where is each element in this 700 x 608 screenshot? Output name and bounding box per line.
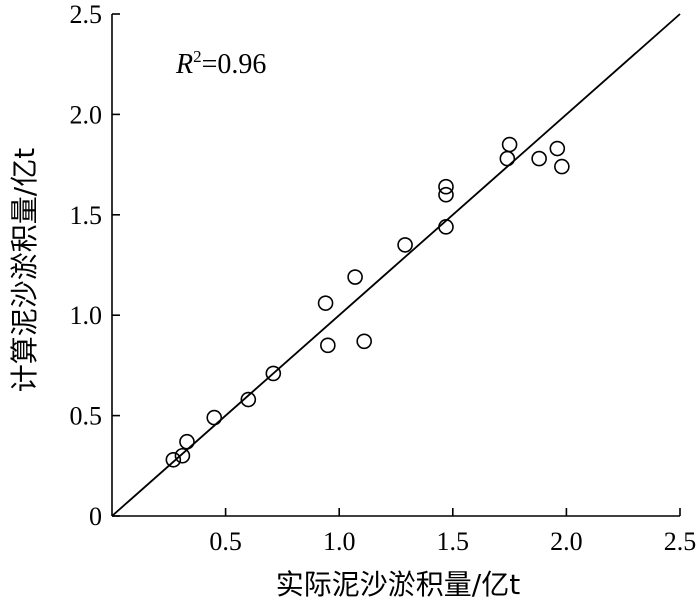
r-value: =0.96 <box>202 49 267 80</box>
x-tick-label: 0.5 <box>209 527 242 556</box>
data-point <box>265 365 282 382</box>
y-tick-label: 0.5 <box>70 402 103 431</box>
data-point <box>501 136 518 153</box>
y-tick-label: 0 <box>89 502 102 531</box>
y-tick-label: 1.0 <box>70 301 103 330</box>
data-point <box>206 409 223 426</box>
points-layer <box>165 136 570 468</box>
data-point <box>499 150 516 167</box>
y-axis-title: 计算泥沙淤积量/亿t <box>8 148 41 392</box>
r-squared-annotation: R2=0.96 <box>175 47 266 80</box>
data-point <box>347 269 363 285</box>
y-tick-label: 1.5 <box>70 201 103 230</box>
data-point <box>165 451 182 468</box>
data-point <box>179 433 195 450</box>
data-point <box>531 150 547 167</box>
data-point <box>356 333 372 350</box>
x-tick-label: 2.0 <box>550 527 583 556</box>
data-point <box>438 219 454 235</box>
data-point <box>240 391 257 408</box>
tick-labels-layer: 0.5 1.0 1.5 2.0 2.5 0 0.5 1.0 1.5 2.0 2.5 <box>70 0 697 556</box>
r-superscript: 2 <box>193 47 202 66</box>
r-symbol: R <box>175 49 193 80</box>
x-tick-label: 1.5 <box>437 527 470 556</box>
data-point <box>549 140 566 157</box>
data-point <box>174 447 191 464</box>
data-point <box>317 295 334 311</box>
y-tick-label: 2.0 <box>70 100 103 129</box>
reference-line-layer <box>111 13 681 517</box>
x-tick-label: 1.0 <box>323 527 356 556</box>
data-point <box>438 186 454 203</box>
data-point <box>397 237 413 253</box>
data-point <box>438 178 454 195</box>
one-to-one-line <box>111 13 681 517</box>
data-point <box>554 158 570 175</box>
x-axis-title: 实际泥沙淤积量/亿t <box>276 568 520 601</box>
x-tick-label: 2.5 <box>664 527 697 556</box>
data-point <box>320 337 336 354</box>
y-tick-label: 2.5 <box>70 0 103 29</box>
axes <box>111 13 681 517</box>
